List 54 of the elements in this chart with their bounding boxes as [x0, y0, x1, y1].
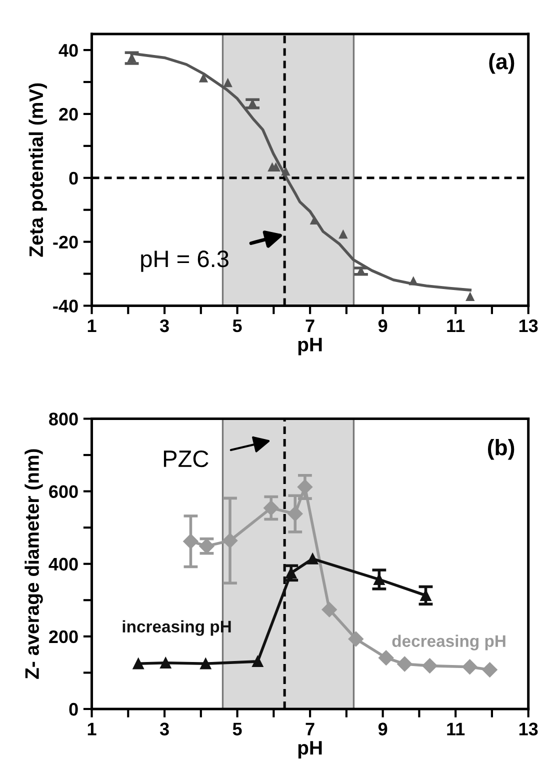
y-tick-label: 40	[58, 44, 78, 57]
annotation: PZC	[164, 450, 208, 468]
point	[338, 230, 348, 239]
annotation: (b)	[488, 439, 514, 460]
x-tick-label: 3	[160, 722, 169, 736]
point	[288, 506, 303, 522]
point	[378, 650, 394, 666]
point	[252, 656, 264, 668]
point	[160, 657, 172, 668]
y-tick-label: 200	[49, 630, 78, 644]
series-label: decreasing pH	[392, 634, 506, 650]
x-tick-label: 9	[378, 319, 388, 332]
x-tick-label: 1	[88, 722, 96, 736]
point	[462, 659, 478, 674]
point	[224, 78, 232, 88]
y-tick-label: 0	[69, 172, 78, 185]
point	[222, 533, 238, 548]
y-tick-label: 0	[69, 702, 78, 716]
point	[422, 658, 438, 674]
point	[348, 631, 364, 647]
x-tick-label: 7	[306, 320, 314, 332]
x-axis-title: pH	[298, 741, 322, 759]
y-axis-title: Z- average diameter (nm)	[24, 449, 43, 679]
x-tick-label: 5	[232, 722, 242, 736]
point	[466, 292, 474, 301]
y-tick-label: 800	[49, 412, 78, 426]
x-tick-label: 11	[447, 722, 465, 736]
y-axis-title: Zeta potential (mV)	[28, 83, 47, 257]
y-tick-label: 20	[59, 108, 78, 121]
point	[199, 74, 208, 82]
point	[482, 662, 498, 678]
x-tick-label: 11	[447, 320, 465, 332]
point	[397, 656, 412, 672]
point	[183, 534, 198, 549]
point	[307, 553, 318, 564]
point	[286, 567, 297, 578]
point	[132, 658, 144, 670]
x-tick-label: 13	[519, 722, 538, 736]
y-tick-label: -20	[53, 236, 78, 249]
x-tick-label: 3	[160, 319, 169, 332]
point	[264, 500, 279, 516]
y-tick-label: 600	[49, 485, 78, 498]
point	[200, 658, 212, 670]
annotation: pH = 6.3	[141, 250, 228, 272]
point	[322, 602, 337, 618]
x-axis-title: pH	[298, 338, 322, 356]
y-tick-label: 400	[48, 558, 78, 571]
annotation: (a)	[489, 53, 514, 74]
y-tick-label: -40	[53, 300, 78, 312]
x-tick-label: 7	[306, 722, 314, 736]
x-tick-label: 1	[88, 320, 96, 332]
x-tick-label: 13	[519, 319, 538, 332]
x-tick-label: 9	[378, 722, 388, 736]
x-tick-label: 5	[232, 320, 242, 332]
